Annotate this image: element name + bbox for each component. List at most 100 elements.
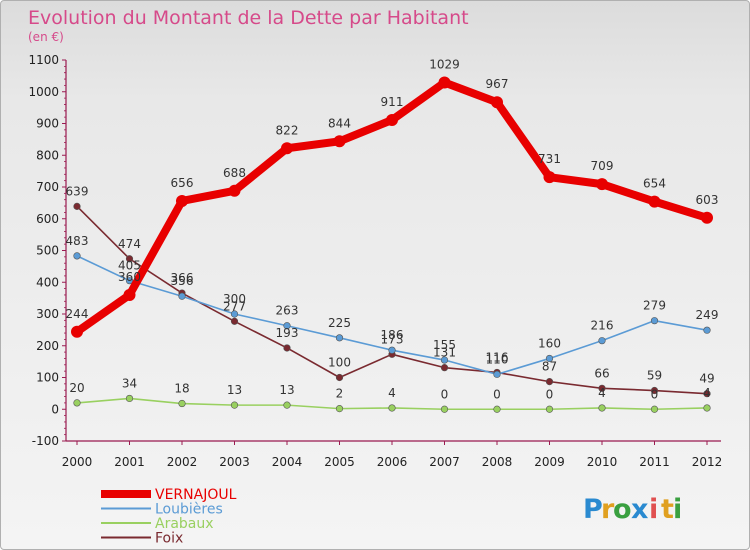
data-point [281,142,293,155]
data-label: 0 [546,387,554,401]
data-label: 656 [171,176,194,190]
x-tick-label: 2009 [534,455,565,469]
data-label: 20 [69,381,84,395]
data-point [598,404,606,412]
x-tick-label: 2006 [377,455,408,469]
data-label: 2 [336,387,344,401]
data-label: 356 [171,274,194,288]
data-point [703,326,711,334]
data-point [703,390,711,398]
data-point [125,277,134,285]
data-point [335,405,344,413]
data-label: 360 [118,270,141,284]
x-tick-label: 2012 [692,455,723,469]
logo-letter: i [673,494,682,525]
data-label: 131 [433,346,456,360]
data-label: 279 [643,299,666,313]
y-tick-label: -100 [32,434,59,448]
data-label: 186 [381,328,404,342]
data-point [650,317,659,325]
data-point [335,334,344,342]
legend-label-vernajoul: VERNAJOUL [155,487,237,503]
data-label: 100 [328,356,351,370]
data-label: 18 [174,382,189,396]
proxiti-logo: Pro x i t i [583,494,682,525]
data-point [176,194,188,207]
data-point [178,292,186,300]
data-label: 731 [538,152,561,166]
y-tick-label: 0 [51,402,59,416]
data-point [493,370,501,378]
data-label: 66 [594,366,609,380]
data-point [123,288,136,301]
data-point [440,405,449,413]
logo-letter: P [583,494,603,525]
data-label: 0 [651,387,659,401]
data-label: 300 [223,292,246,306]
y-tick-label: 100 [36,371,59,385]
x-tick-label: 2010 [587,455,618,469]
data-label: 263 [276,304,299,318]
data-point [178,399,186,408]
data-label: 13 [227,383,242,397]
y-tick-label: 600 [36,212,59,226]
data-point [440,364,449,372]
data-point [545,378,554,386]
data-point [283,344,291,352]
x-tick-label: 2007 [429,455,460,469]
y-tick-label: 200 [36,339,59,353]
data-label: 59 [647,369,662,383]
data-point [545,354,554,363]
data-label: 244 [66,307,89,321]
legend-label-arabaux: Arabaux [155,516,214,532]
data-label: 4 [598,386,606,400]
data-point [596,178,608,191]
logo-letter: x [631,494,648,525]
data-point [598,384,606,392]
data-point [283,322,291,330]
data-point [386,114,398,127]
x-tick-label: 2000 [62,455,93,469]
data-label: 173 [381,332,404,346]
data-point [73,252,81,260]
chart-title: Evolution du Montant de la Dette par Hab… [28,7,469,29]
data-label: 193 [276,326,299,340]
data-label: 0 [493,387,501,401]
data-label: 822 [276,123,299,137]
logo-letter: o [613,494,632,525]
data-label: 483 [66,234,89,248]
data-label: 87 [542,360,557,374]
data-label: 49 [699,372,714,386]
x-tick-label: 2011 [639,455,670,469]
data-point [648,195,661,208]
y-tick-label: 500 [36,244,59,258]
data-point [283,401,291,409]
data-label: 603 [696,193,719,207]
data-point [388,404,396,412]
data-label: 911 [381,95,404,109]
y-tick-label: 1000 [28,85,59,99]
data-point [125,255,134,263]
x-tick-label: 2002 [167,455,198,469]
data-label: 366 [171,271,194,285]
data-label: 34 [122,376,137,390]
y-tick-label: 900 [36,117,59,131]
logo-letter: r [601,494,615,525]
data-label: 4 [388,386,396,400]
data-label: 688 [223,166,246,180]
data-label: 277 [223,299,246,313]
data-point [543,171,556,184]
data-label: 160 [538,336,561,350]
data-point [703,404,711,412]
logo-letter: i [649,494,658,525]
data-point [230,317,239,325]
data-point [333,135,346,148]
chart-subtitle: (en €) [28,30,64,44]
data-point [230,310,239,318]
data-point [701,211,713,224]
y-tick-label: 700 [36,180,59,194]
data-label: 1029 [429,58,460,72]
series-layer [71,76,713,413]
series-line-foix [76,205,708,395]
